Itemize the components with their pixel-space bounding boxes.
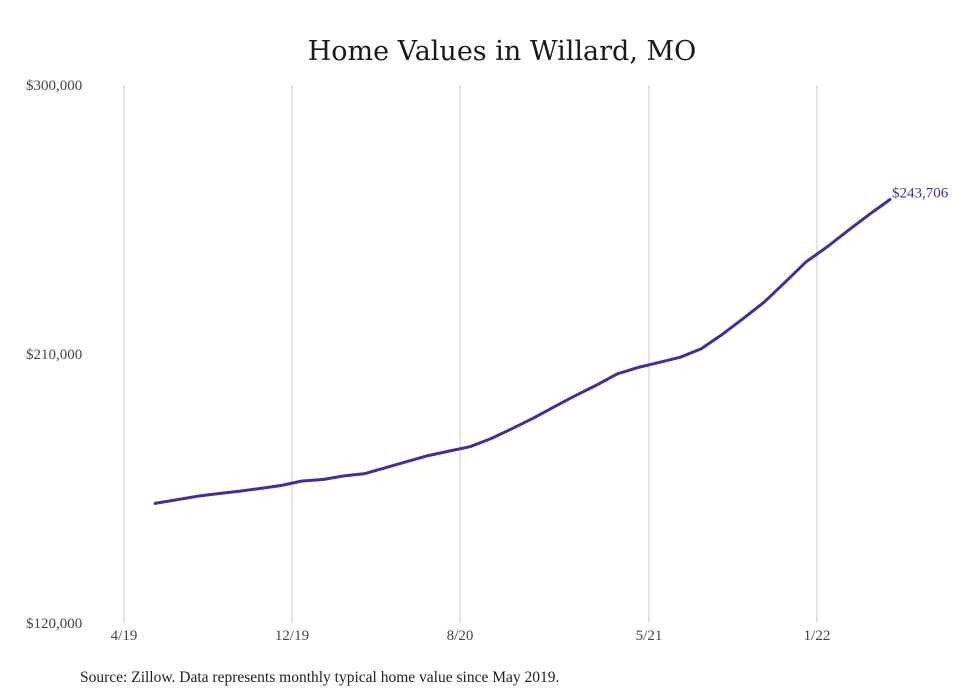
- x-tick-label: 4/19: [111, 628, 138, 644]
- y-tick-label: $210,000: [26, 347, 82, 363]
- x-tick-label: 8/20: [447, 628, 474, 644]
- source-note: Source: Zillow. Data represents monthly …: [80, 669, 559, 686]
- x-tick-label: 12/19: [275, 628, 309, 644]
- y-tick-label: $120,000: [26, 616, 82, 632]
- y-axis: $120,000 $210,000 $300,000: [26, 78, 82, 632]
- x-tick-label: 5/21: [636, 628, 663, 644]
- chart-title: Home Values in Willard, MO: [308, 36, 697, 67]
- series-line: [153, 198, 892, 505]
- y-tick-label: $300,000: [26, 78, 82, 94]
- end-value-label: $243,706: [892, 185, 949, 201]
- x-axis: 4/19 12/19 8/20 5/21 1/22: [111, 628, 831, 644]
- gridlines: [123, 85, 818, 623]
- x-tick-label: 1/22: [804, 628, 831, 644]
